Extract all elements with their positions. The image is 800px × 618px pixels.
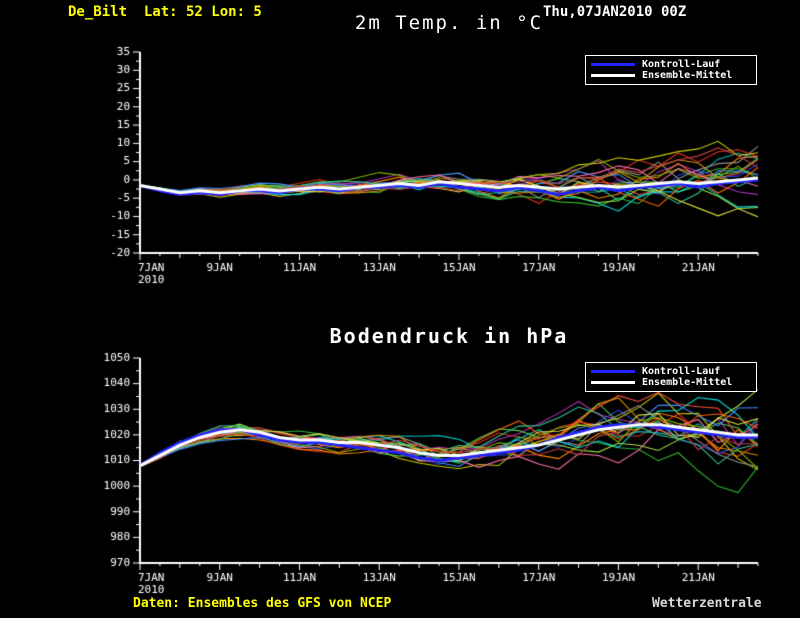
run-timestamp: Thu,07JAN2010 00Z [543,4,687,20]
legend-row-mean: Ensemble-Mittel [591,377,751,388]
mean-line-sample [591,74,635,78]
station-header: De_Bilt Lat: 52 Lon: 5 [68,4,262,20]
mean-legend-label: Ensemble-Mittel [642,377,733,389]
control-line-sample [591,62,635,66]
temp-legend: Kontroll-Lauf Ensemble-Mittel [585,55,757,85]
legend-row-mean: Ensemble-Mittel [591,70,751,81]
mean-line-sample [591,381,635,385]
pressure-legend: Kontroll-Lauf Ensemble-Mittel [585,362,757,392]
pressure-chart-title: Bodendruck in hPa [329,324,569,348]
control-legend-label: Kontroll-Lauf [642,365,721,377]
control-legend-label: Kontroll-Lauf [642,58,721,70]
control-line-sample [591,369,635,373]
temp-chart-title: 2m Temp. in °C [354,12,544,34]
mean-legend-label: Ensemble-Mittel [642,70,733,82]
legend-row-control: Kontroll-Lauf [591,59,751,70]
legend-row-control: Kontroll-Lauf [591,366,751,377]
data-source-credit: Daten: Ensembles des GFS von NCEP [133,596,392,611]
brand-credit: Wetterzentrale [652,596,762,611]
